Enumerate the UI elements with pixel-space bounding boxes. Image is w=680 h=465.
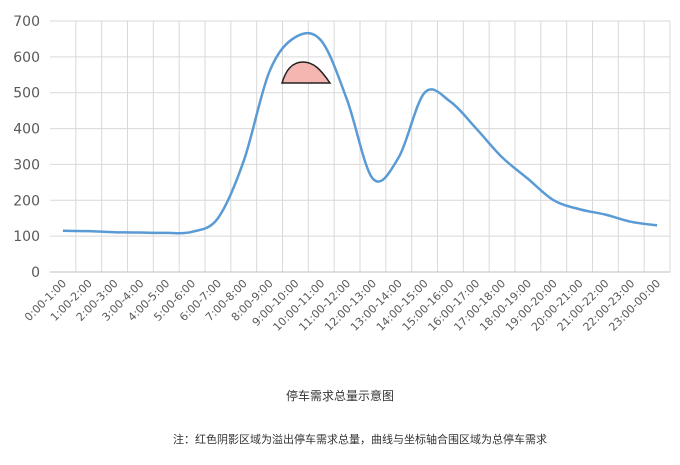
y-tick-label: 400 [13, 122, 40, 138]
chart-title: 停车需求总量示意图 [286, 388, 394, 403]
y-tick-label: 700 [13, 14, 40, 30]
y-tick-label: 200 [13, 193, 40, 209]
overflow-area [280, 61, 332, 84]
data-line [62, 31, 658, 235]
chart-note: 注：红色阴影区域为溢出停车需求总量，曲线与坐标轴合围区域为总停车需求 [173, 432, 547, 446]
y-tick-label: 600 [13, 50, 40, 66]
y-tick-label: 0 [31, 265, 40, 281]
y-tick-label: 500 [13, 86, 40, 102]
y-tick-label: 300 [13, 157, 40, 173]
y-tick-label: 100 [13, 229, 40, 245]
